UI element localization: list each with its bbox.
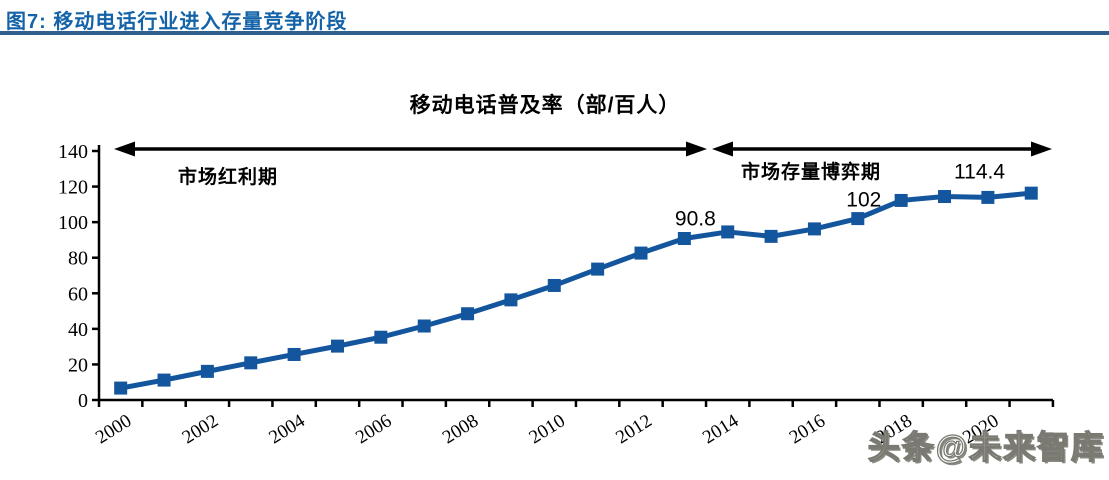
- data-point-marker: [894, 193, 908, 207]
- svg-text:2006: 2006: [352, 410, 395, 448]
- data-point-marker: [374, 330, 388, 344]
- svg-text:20: 20: [68, 354, 88, 376]
- data-point-marker: [287, 347, 301, 361]
- data-point-marker: [547, 278, 561, 292]
- y-axis-labels: 0 20 40 60 80 100 120 140: [58, 141, 88, 412]
- x-axis-ticks: [97, 400, 1055, 407]
- svg-text:60: 60: [68, 283, 88, 305]
- data-series: [114, 186, 1038, 395]
- svg-text:2008: 2008: [439, 410, 482, 448]
- data-point-label: 102: [846, 189, 881, 212]
- data-point-marker: [721, 225, 735, 239]
- svg-text:80: 80: [68, 248, 88, 270]
- chart-title: 移动电话普及率（部/百人）: [409, 94, 681, 117]
- svg-text:2002: 2002: [179, 410, 222, 448]
- header-divider: [0, 31, 1109, 35]
- data-point-marker: [417, 319, 431, 333]
- data-point-marker: [851, 212, 865, 226]
- svg-text:140: 140: [58, 141, 88, 163]
- data-point-marker: [981, 190, 995, 204]
- data-point-marker: [591, 262, 605, 276]
- data-point-marker: [764, 229, 778, 243]
- x-axis-labels: 2000 2002 2004 2006 2008 2010 2012 2014 2016 2018…: [92, 410, 1003, 448]
- data-point-marker: [504, 293, 518, 307]
- svg-text:2016: 2016: [786, 410, 829, 448]
- data-point-label: 114.4: [954, 161, 1005, 184]
- data-point-marker: [114, 381, 128, 395]
- svg-text:100: 100: [58, 212, 88, 234]
- phase-arrows: [114, 141, 1052, 157]
- svg-text:0: 0: [78, 390, 88, 412]
- svg-text:2000: 2000: [92, 410, 135, 448]
- data-point-marker: [330, 339, 344, 353]
- data-point-marker: [157, 373, 171, 387]
- data-point-marker: [634, 246, 648, 260]
- annotation-market-stock-game-phase: 市场存量博弈期: [740, 162, 881, 183]
- data-point-marker: [461, 307, 475, 321]
- figure-title: 图7: 移动电话行业进入存量竞争阶段: [6, 11, 348, 33]
- data-point-marker: [200, 364, 214, 378]
- svg-text:2004: 2004: [265, 410, 309, 448]
- data-point-marker: [677, 232, 691, 246]
- svg-text:2014: 2014: [699, 410, 743, 448]
- data-point-marker: [807, 222, 821, 236]
- annotation-market-dividend-phase: 市场红利期: [177, 167, 278, 188]
- data-point-marker: [938, 190, 952, 204]
- data-point-marker: [244, 356, 258, 370]
- watermark: 头条@未来智库: [867, 428, 1105, 465]
- data-point-label: 90.8: [675, 208, 716, 231]
- svg-text:120: 120: [58, 177, 88, 199]
- svg-text:40: 40: [68, 319, 88, 341]
- data-point-labels: 90.8 102 114.4: [675, 161, 1005, 231]
- svg-text:2010: 2010: [526, 410, 569, 448]
- data-point-marker: [1024, 186, 1038, 200]
- svg-text:2012: 2012: [612, 410, 655, 448]
